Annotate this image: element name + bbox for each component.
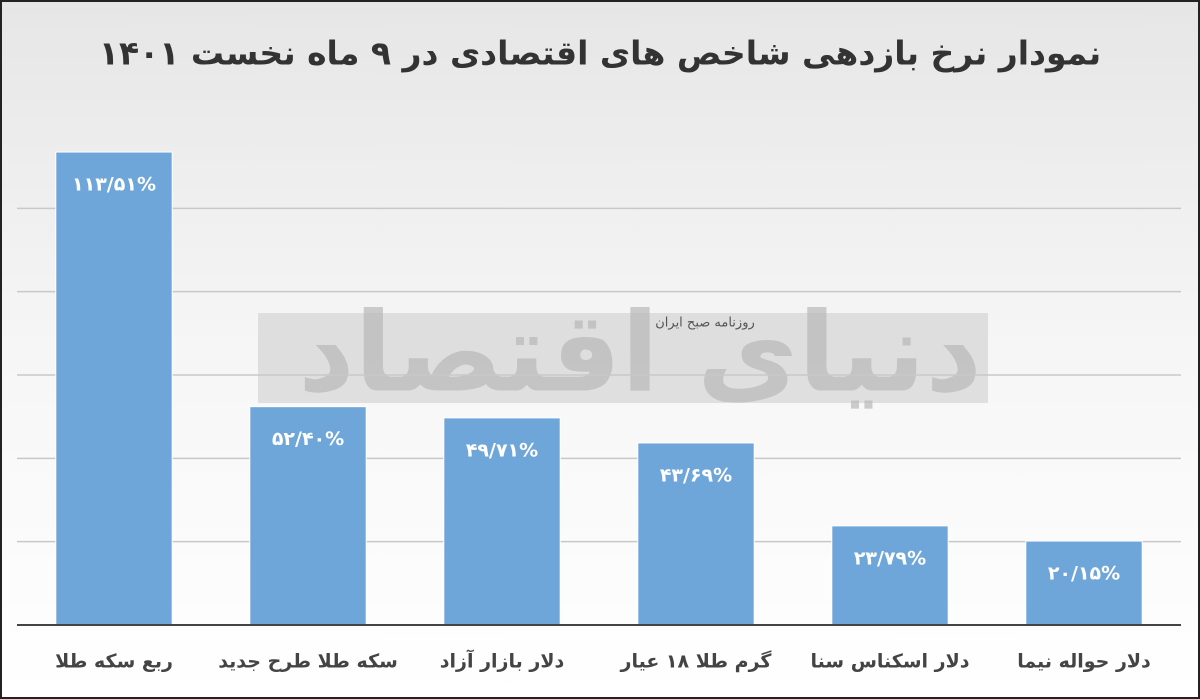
- x-tick-label: سکه طلا طرح جدید: [218, 651, 398, 673]
- x-tick-label: دلار بازار آزاد: [440, 649, 565, 673]
- value-label: ۱۱۳/۵۱%: [72, 174, 156, 196]
- value-label: ۲۳/۷۹%: [854, 547, 926, 569]
- x-tick-label: دلار اسکناس سنا: [811, 651, 970, 673]
- bar: [831, 525, 949, 626]
- watermark-logo: دنیای اقتصاد: [298, 288, 982, 416]
- value-label: ۲۰/۱۵%: [1048, 563, 1120, 585]
- watermark-band: [258, 313, 988, 403]
- value-label: ۴۹/۷۱%: [466, 439, 538, 461]
- x-tick-label: گرم طلا ۱۸ عیار: [620, 650, 773, 673]
- x-tick-label: دلار حواله نیما: [1017, 651, 1151, 673]
- value-label: ۴۳/۶۹%: [660, 464, 732, 486]
- x-tick-label: ربع سکه طلا: [55, 651, 173, 673]
- watermark-tagline: روزنامه صبح ایران: [655, 316, 755, 331]
- value-label: ۵۲/۴۰%: [272, 428, 344, 450]
- bar: [55, 151, 173, 626]
- chart-title: نمودار نرخ بازدهی شاخص های اقتصادی در ۹ …: [99, 34, 1101, 74]
